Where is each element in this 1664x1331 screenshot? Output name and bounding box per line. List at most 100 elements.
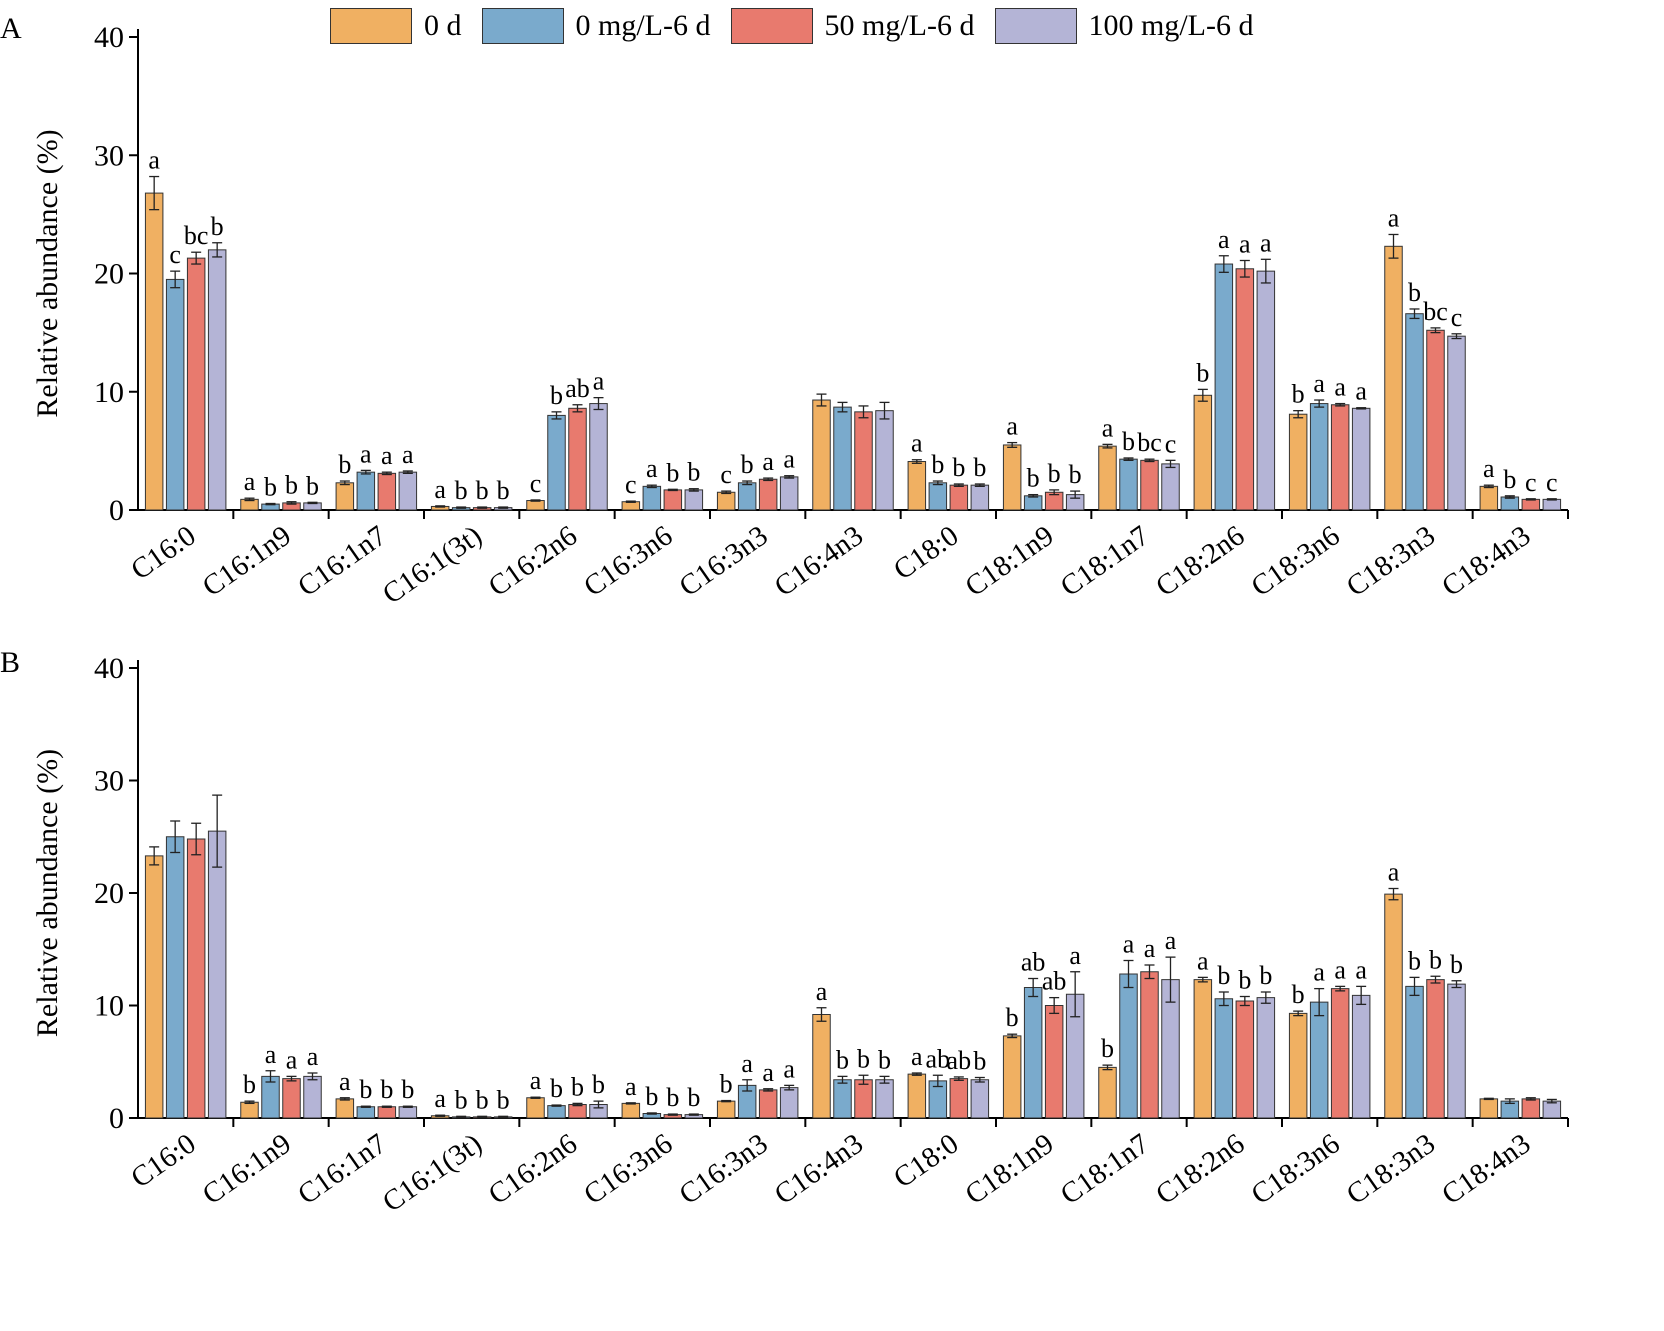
panel-b-significance-letter: ab: [947, 1046, 972, 1075]
panel-a-bar: [144, 192, 164, 511]
panel-a-significance-letter: a: [1218, 225, 1230, 254]
panel-a-bar: [1193, 394, 1213, 511]
panel-b-significance-letter: b: [571, 1072, 584, 1101]
panel-b-significance-letter: ab: [926, 1044, 951, 1073]
panel-a-significance-letter: a: [148, 146, 160, 175]
panel-a-bar: [377, 472, 397, 511]
panel-b-x-tick-label: C18:3n3: [1341, 1128, 1441, 1212]
panel-a-bar: [207, 249, 227, 511]
panel-b-bar: [1098, 1066, 1117, 1119]
panel-a-significance-letter: b: [1292, 380, 1305, 409]
panel-b-bar: [526, 1097, 545, 1119]
panel-b-significance-letter: a: [911, 1042, 923, 1071]
panel-a-bar: [335, 482, 355, 511]
panel-b-significance-letter: b: [973, 1047, 986, 1076]
panel-b-significance-letter: b: [645, 1082, 658, 1111]
panel-a-bar: [1023, 495, 1043, 511]
panel-b-significance-letter: b: [476, 1085, 489, 1114]
panel-b-bar: [1288, 1012, 1308, 1119]
panel-b-significance-letter: a: [816, 977, 828, 1006]
panel-b-bar: [568, 1104, 587, 1119]
panel-a-bar: [621, 501, 641, 511]
panel-b-x-tick-label: C16:0: [125, 1128, 201, 1195]
legend: 0 d 0 mg/L-6 d 50 mg/L-6 d 100 mg/L-6 d: [330, 8, 1274, 44]
panel-a-significance-letter: a: [646, 454, 658, 483]
panel-a-bar: [949, 484, 969, 511]
panel-a-bar: [1309, 403, 1329, 511]
panel-a-bar: [1140, 459, 1159, 511]
panel-a-significance-letter: a: [1483, 454, 1495, 483]
panel-b-x-tick-label: C16:3n3: [673, 1128, 773, 1212]
panel-a-significance-letter: b: [973, 453, 986, 482]
panel-b-significance-letter: b: [592, 1070, 605, 1099]
panel-a-significance-letter: c: [625, 470, 637, 499]
panel-a-bar: [812, 399, 831, 511]
panel-a-x-tick-label: C18:4n3: [1436, 520, 1536, 604]
legend-item-0d: 0 d: [330, 8, 462, 44]
panel-a-x-tick-label: C16:2n6: [483, 520, 583, 604]
panel-b-significance-letter: a: [530, 1066, 542, 1095]
panel-a-significance-letter: c: [720, 460, 732, 489]
panel-b-bar: [1044, 1005, 1064, 1119]
panel-a-significance-letter: b: [931, 450, 944, 479]
panel-b-bar: [1384, 893, 1403, 1119]
panel-a-x-tick-label: C16:4n3: [769, 520, 869, 604]
panel-a-significance-letter: a: [402, 440, 414, 469]
panel-a-y-axis-label: Relative abundance (%): [31, 129, 64, 417]
panel-a-significance-letter: a: [244, 467, 256, 496]
panel-b-x-tick-label: C18:1n9: [959, 1128, 1059, 1212]
panel-b-y-tick-label: 40: [94, 652, 124, 685]
panel-b-significance-letter: b: [1429, 945, 1442, 974]
panel-b-bar: [1002, 1035, 1022, 1119]
panel-a-bar: [907, 461, 927, 511]
panel-b-bar: [186, 838, 206, 1119]
panel-a-significance-letter: a: [1260, 228, 1272, 257]
panel-b-significance-letter: b: [243, 1070, 256, 1099]
panel-a-bar: [186, 257, 206, 511]
legend-swatch-100mg: [994, 8, 1077, 44]
panel-a-significance-letter: a: [434, 475, 446, 504]
panel-a-significance-letter: b: [455, 476, 468, 505]
panel-b-significance-letter: b: [878, 1045, 891, 1074]
panel-b-significance-letter: b: [1238, 966, 1251, 995]
panel-a-bar: [875, 410, 894, 511]
panel-a-significance-letter: b: [1408, 278, 1421, 307]
panel-a-significance-letter: b: [497, 476, 510, 505]
panel-a-significance-letter: ab: [565, 374, 590, 403]
panel-b-x-tick-label: C16:4n3: [769, 1128, 869, 1212]
legend-label-0mg: 0 mg/L-6 d: [575, 9, 711, 42]
panel-b-bar: [1119, 973, 1138, 1119]
panel-a-bar: [758, 478, 778, 511]
panel-b-bar: [1447, 983, 1466, 1119]
panel-b-bar: [779, 1087, 799, 1119]
panel-b-bar: [812, 1014, 831, 1119]
panel-b-significance-letter: b: [1408, 946, 1421, 975]
panel-a-bar: [684, 489, 704, 511]
legend-swatch-0mg: [481, 8, 564, 44]
panel-b-significance-letter: a: [265, 1040, 277, 1069]
panel-a-x-tick-label: C18:0: [888, 520, 964, 587]
panel-b-bar: [1351, 994, 1371, 1119]
panel-a-bar: [663, 489, 683, 511]
panel-a-bar: [1002, 444, 1022, 511]
panel-b-significance-letter: b: [401, 1075, 414, 1104]
panel-b-significance-letter: a: [1069, 941, 1081, 970]
panel-b-significance-letter: b: [359, 1075, 372, 1104]
panel-a-bar: [589, 403, 608, 511]
panel-a-significance-letter: a: [1313, 369, 1325, 398]
panel-b-significance-letter: a: [307, 1042, 319, 1071]
panel-a-bar: [1500, 496, 1520, 511]
panel-b-bar: [1309, 1001, 1329, 1119]
panel-b-bar: [1256, 997, 1276, 1119]
panel-a-significance-letter: a: [1239, 229, 1251, 258]
panel-b-bar: [1330, 988, 1350, 1119]
panel-b-x-tick-label: C16:1n7: [292, 1128, 392, 1212]
panel-a-significance-letter: a: [1388, 203, 1400, 232]
panel-a-significance-letter: a: [1334, 373, 1346, 402]
panel-a-significance-letter: b: [666, 458, 679, 487]
panel-b-bar: [907, 1073, 927, 1119]
panel-b-bar: [207, 830, 227, 1119]
panel-a-bar: [568, 407, 587, 511]
panel-a-significance-letter: a: [360, 439, 372, 468]
panel-a-bar: [737, 482, 757, 511]
